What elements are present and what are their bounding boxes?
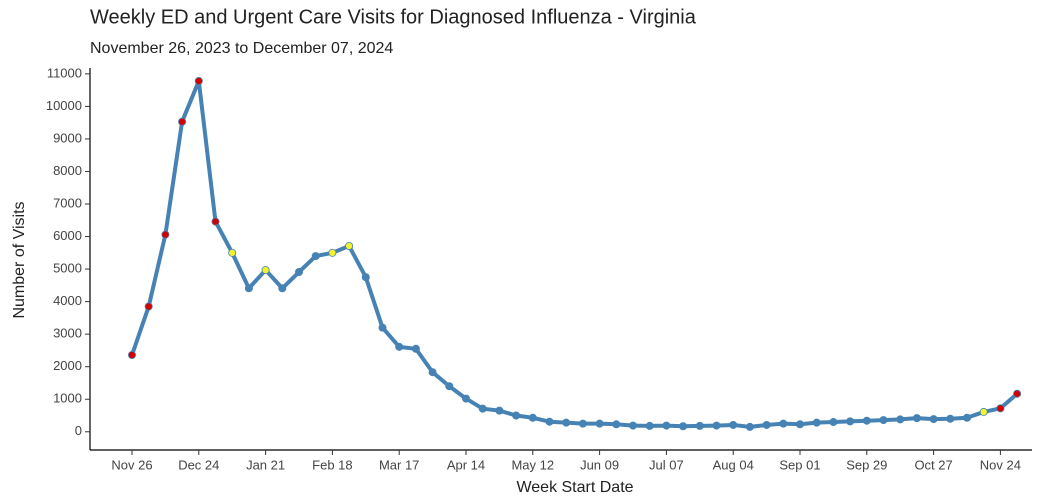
x-tick-label: Mar 17 [379, 457, 419, 472]
data-point [294, 268, 303, 277]
x-tick-label: Jul 07 [649, 457, 684, 472]
x-tick-label: Jan 21 [246, 457, 285, 472]
data-point [261, 266, 270, 275]
data-point [228, 248, 237, 257]
x-tick-label: Aug 04 [713, 457, 754, 472]
data-point [829, 418, 838, 427]
data-point [979, 407, 988, 416]
data-point [812, 418, 821, 427]
y-tick-label: 7000 [53, 195, 82, 210]
data-point [679, 422, 688, 431]
data-point [211, 217, 220, 226]
data-point [796, 420, 805, 429]
data-point [361, 273, 370, 282]
data-point [278, 284, 287, 293]
data-point [545, 417, 554, 426]
x-tick-label: Sep 29 [846, 457, 887, 472]
data-point [595, 419, 604, 428]
data-point [395, 342, 404, 351]
data-point [578, 419, 587, 428]
x-tick-label: Jun 09 [580, 457, 619, 472]
data-point [428, 368, 437, 377]
y-tick-label: 4000 [53, 293, 82, 308]
data-point [762, 420, 771, 429]
y-tick-label: 0 [75, 423, 82, 438]
data-point [946, 414, 955, 423]
data-point [879, 416, 888, 425]
data-point [996, 404, 1005, 413]
data-point [478, 404, 487, 413]
x-tick-label: Nov 24 [980, 457, 1021, 472]
data-point [729, 420, 738, 429]
data-point [846, 417, 855, 426]
y-tick-label: 8000 [53, 163, 82, 178]
data-point [645, 421, 654, 430]
y-tick-label: 6000 [53, 228, 82, 243]
data-point [495, 406, 504, 415]
series-line [130, 79, 1019, 429]
y-tick-label: 9000 [53, 130, 82, 145]
x-tick-label: Apr 14 [447, 457, 485, 472]
data-point [378, 323, 387, 332]
y-tick-label: 2000 [53, 358, 82, 373]
data-point [562, 418, 571, 427]
data-point [662, 421, 671, 430]
data-point [311, 252, 320, 261]
data-point [862, 416, 871, 425]
x-tick-label: Dec 24 [178, 457, 219, 472]
data-point [144, 302, 153, 311]
data-point [963, 413, 972, 422]
y-tick-label: 11000 [47, 65, 82, 80]
data-point [612, 420, 621, 429]
data-point [178, 117, 187, 126]
data-point [1013, 389, 1022, 398]
x-axis-label: Week Start Date [516, 479, 633, 496]
x-tick-label: Nov 26 [111, 457, 152, 472]
data-point [345, 241, 354, 250]
y-axis-label: Number of Visits [11, 201, 28, 318]
data-point [328, 248, 337, 257]
data-point [712, 421, 721, 430]
data-point [745, 422, 754, 431]
data-point [779, 419, 788, 428]
data-point [411, 344, 420, 353]
data-point [461, 394, 470, 403]
data-point [929, 415, 938, 424]
x-tick-label: Oct 27 [914, 457, 952, 472]
data-point [695, 421, 704, 430]
y-tick-label: 3000 [53, 326, 82, 341]
data-point [127, 350, 136, 359]
y-tick-label: 1000 [53, 391, 82, 406]
data-point [528, 413, 537, 422]
data-point [194, 77, 203, 86]
data-point [629, 421, 638, 430]
chart-subtitle: November 26, 2023 to December 07, 2024 [90, 40, 393, 57]
data-point [912, 414, 921, 423]
x-tick-label: Sep 01 [779, 457, 820, 472]
chart-title: Weekly ED and Urgent Care Visits for Dia… [90, 6, 697, 28]
data-point [896, 415, 905, 424]
y-tick-label: 5000 [53, 261, 82, 276]
y-tick-label: 10000 [46, 98, 82, 113]
x-tick-label: May 12 [511, 457, 554, 472]
data-point [161, 230, 170, 239]
data-point [244, 284, 253, 293]
data-point [512, 411, 521, 420]
x-tick-label: Feb 18 [312, 457, 352, 472]
data-point [445, 382, 454, 391]
